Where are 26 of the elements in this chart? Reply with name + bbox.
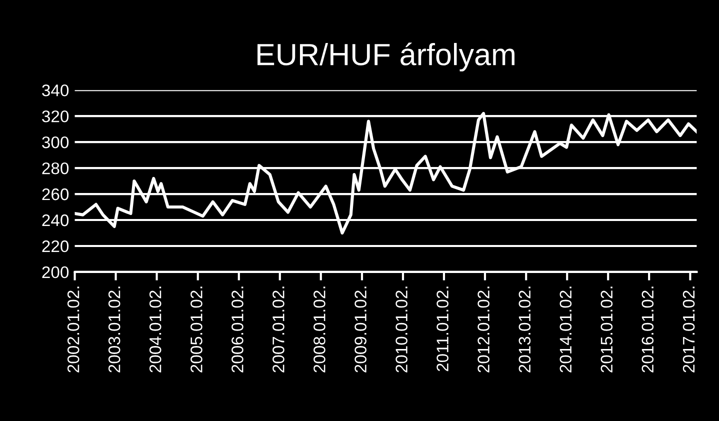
x-tick-label: 2016.01.02. [642, 286, 654, 372]
y-tick-label: 340 [42, 84, 69, 96]
x-tick-label: 2002.01.02. [67, 286, 80, 372]
x-tick-label: 2012.01.02. [478, 286, 490, 372]
x-tick-label: 2017.01.02. [682, 286, 695, 372]
x-tick-label: 2015.01.02. [600, 286, 613, 372]
x-tick-label: 2014.01.02. [560, 286, 572, 372]
y-tick-label: 320 [42, 110, 69, 122]
x-tick-label: 2005.01.02. [190, 286, 202, 372]
x-tick-label: 2013.01.02. [518, 286, 531, 372]
y-tick-label: 240 [42, 214, 69, 226]
line-series [74, 112, 697, 235]
x-tick-label: 2006.01.02. [232, 286, 244, 372]
x-tick-label: 2010.01.02. [396, 286, 408, 372]
x-tick-label: 2008.01.02. [314, 286, 326, 372]
y-tick-label: 260 [42, 188, 69, 200]
y-tick-label: 220 [42, 240, 69, 252]
x-tick-label: 2011.01.02. [436, 286, 448, 372]
y-tick-label: 200 [42, 266, 69, 278]
y-tick-label: 300 [42, 136, 69, 148]
x-tick-label: 2007.01.02. [272, 286, 284, 372]
chart-title: EUR/HUF árfolyam [258, 42, 514, 72]
x-tick-label: 2003.01.02. [108, 286, 120, 372]
x-tick-label: 2009.01.02. [354, 286, 366, 372]
y-tick-label: 280 [42, 162, 69, 174]
x-tick-label: 2004.01.02. [149, 286, 162, 372]
